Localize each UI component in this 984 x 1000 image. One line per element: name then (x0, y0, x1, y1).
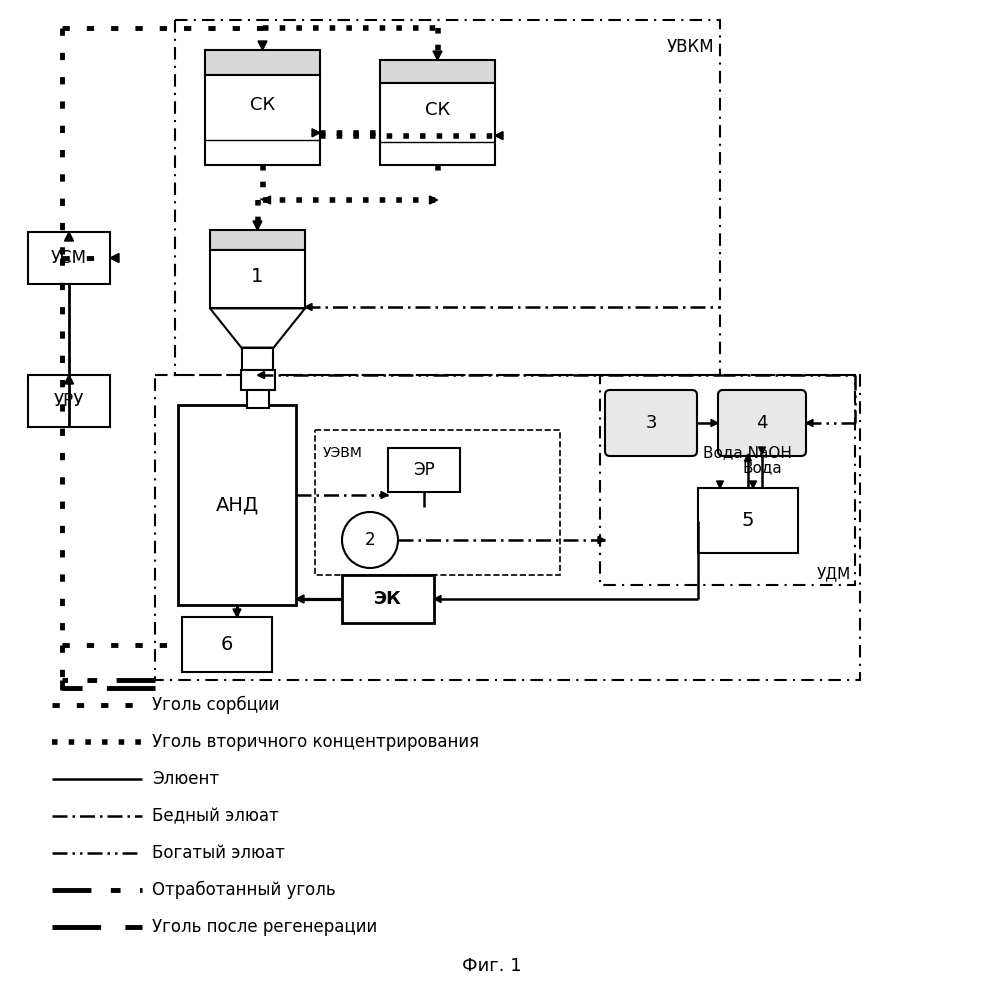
FancyBboxPatch shape (718, 390, 806, 456)
Bar (698, 488, 798, 553)
Text: УРУ: УРУ (54, 392, 85, 410)
Polygon shape (312, 129, 320, 137)
Text: Вода NaOH: Вода NaOH (703, 445, 792, 460)
Polygon shape (429, 196, 438, 204)
Text: Бедный элюат: Бедный элюат (152, 807, 278, 825)
Text: 2: 2 (365, 531, 375, 549)
Bar (28, 375, 110, 427)
Polygon shape (305, 304, 312, 310)
Bar (342, 575, 434, 623)
Bar (380, 83, 495, 165)
Text: ЭР: ЭР (413, 461, 435, 479)
Polygon shape (711, 420, 718, 426)
Text: Отработанный уголь: Отработанный уголь (152, 881, 336, 899)
Polygon shape (253, 221, 262, 230)
Polygon shape (233, 609, 241, 617)
Text: Элюент: Элюент (152, 770, 219, 788)
Bar (205, 50, 320, 75)
Bar (210, 250, 305, 308)
Text: Фиг. 1: Фиг. 1 (462, 957, 522, 975)
Polygon shape (716, 481, 723, 488)
Text: УСМ: УСМ (51, 249, 87, 267)
Bar (380, 60, 495, 83)
Polygon shape (433, 51, 442, 60)
Polygon shape (806, 420, 813, 426)
Text: АНД: АНД (215, 495, 259, 514)
Text: Уголь сорбции: Уголь сорбции (152, 696, 279, 714)
Polygon shape (434, 595, 441, 602)
FancyBboxPatch shape (605, 390, 697, 456)
Bar (242, 348, 273, 370)
Polygon shape (65, 232, 74, 241)
Bar (28, 232, 110, 284)
Bar (210, 230, 305, 250)
Text: СК: СК (250, 96, 276, 114)
Bar (240, 370, 275, 390)
Polygon shape (263, 196, 271, 204)
Circle shape (342, 512, 398, 568)
Text: УЭВМ: УЭВМ (323, 446, 363, 460)
Polygon shape (495, 132, 503, 140)
Polygon shape (750, 481, 757, 488)
Text: 5: 5 (742, 511, 755, 530)
Polygon shape (759, 447, 766, 454)
Bar (600, 375, 855, 585)
Bar (155, 375, 860, 680)
Polygon shape (381, 491, 388, 498)
Text: Богатый элюат: Богатый элюат (152, 844, 285, 862)
Polygon shape (296, 595, 304, 603)
Polygon shape (65, 375, 74, 384)
Text: ЭК: ЭК (374, 590, 401, 608)
Text: Уголь вторичного концентрирования: Уголь вторичного концентрирования (152, 733, 479, 751)
Bar (178, 405, 296, 605)
Text: 3: 3 (646, 414, 656, 432)
Polygon shape (598, 536, 605, 544)
Text: 1: 1 (251, 267, 264, 286)
Bar (182, 617, 272, 672)
Bar (247, 390, 269, 408)
Polygon shape (110, 253, 119, 262)
Polygon shape (258, 41, 267, 50)
Bar (205, 75, 320, 165)
Polygon shape (745, 454, 752, 461)
Bar (175, 20, 720, 375)
Polygon shape (210, 308, 305, 348)
Text: Вода: Вода (742, 460, 782, 475)
Bar (315, 430, 560, 575)
Bar (388, 448, 460, 492)
Text: УДМ: УДМ (817, 566, 851, 581)
Text: УВКМ: УВКМ (666, 38, 714, 56)
Text: Уголь после регенерации: Уголь после регенерации (152, 918, 377, 936)
Text: 6: 6 (220, 635, 233, 654)
Text: 4: 4 (757, 414, 768, 432)
Text: СК: СК (425, 101, 450, 119)
Polygon shape (258, 371, 265, 378)
